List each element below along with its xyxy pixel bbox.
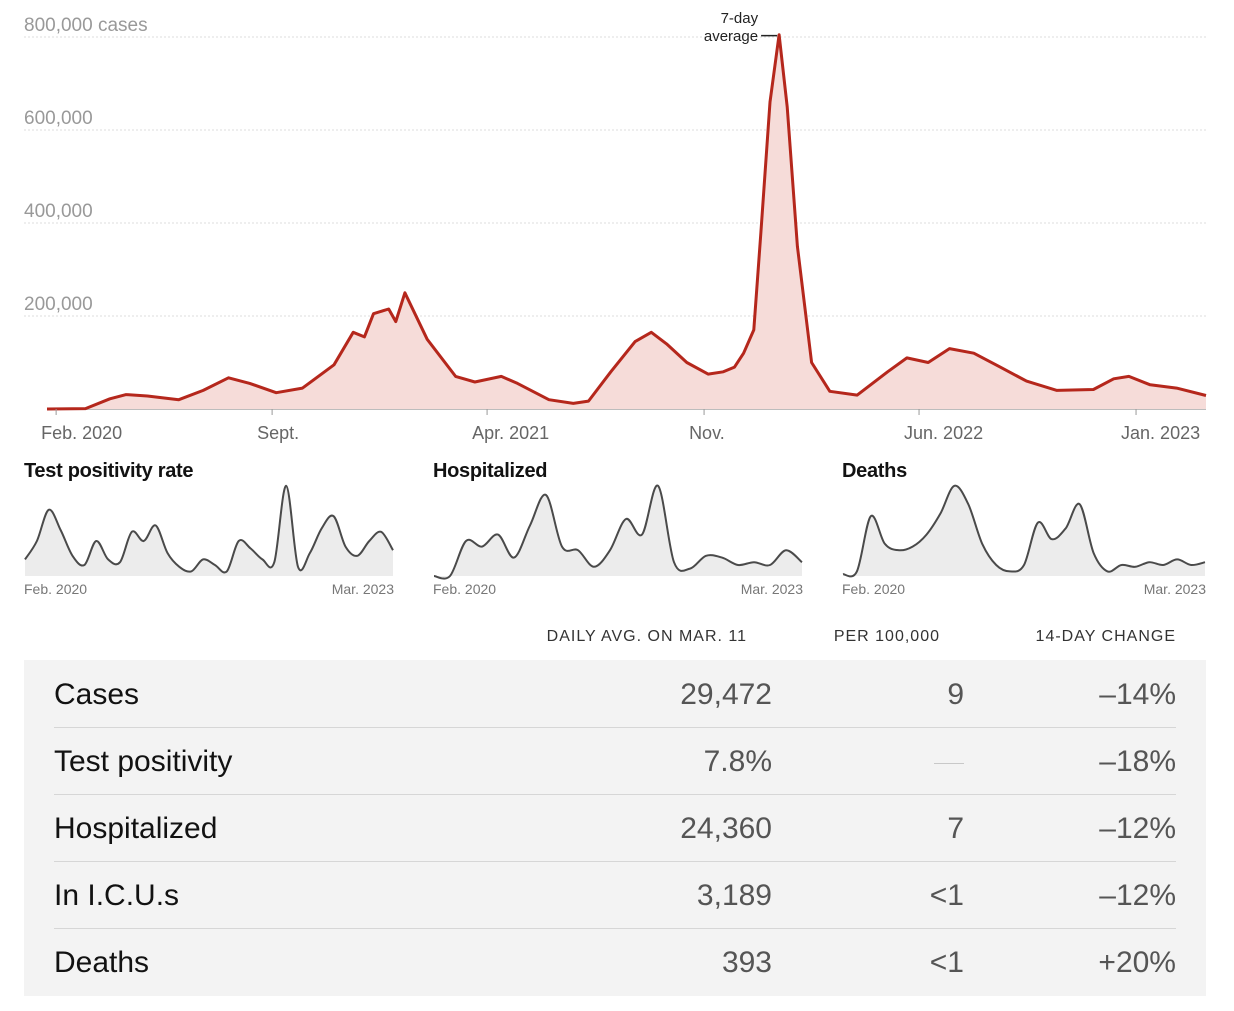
x-tick-label: Feb. 2020 [41,423,122,443]
x-tick-label: Apr. 2021 [472,423,549,443]
per-100k-value: <1 [929,879,964,912]
per-100k-empty-dash [934,745,964,779]
x-tick-label: Sept. [257,423,299,443]
change-value: –18% [1099,745,1176,778]
annotation-label: average [704,28,758,45]
annotation-label: 7-day [721,10,759,27]
change-value: –12% [1099,879,1176,912]
mini-chart-svg [433,484,803,580]
mini-line [24,484,394,574]
mini-chart-title: Hospitalized [433,460,548,482]
change-value: +20% [1098,946,1176,979]
y-tick-label: 800,000 cases [24,15,148,36]
mini-line [842,484,1206,578]
daily-avg-value: 29,472 [680,678,772,711]
mini-x-tick-end: Mar. 2023 [740,581,803,597]
mini-x-tick-end: Mar. 2023 [331,581,394,597]
per-100k-value: <1 [929,946,964,979]
mini-chart-hospitalized: Hospitalized Feb. 2020 Mar. 2023 [433,452,803,602]
row-label: Deaths [54,946,150,979]
row-label: In I.C.U.s [54,879,180,912]
row-label: Test positivity [54,745,233,778]
mini-chart-svg [842,484,1206,578]
per-100k-value: 9 [947,678,964,711]
mini-chart-test-positivity: Test positivity rate Feb. 2020 Mar. 2023 [24,452,394,602]
x-tick-label: Jan. 2023 [1121,423,1200,443]
daily-avg-value: 3,189 [696,879,772,912]
mini-chart-title: Test positivity rate [24,460,194,482]
table-row-deaths: Deaths 393 <1 +20% [54,928,1176,995]
daily-avg-value: 393 [721,946,772,979]
table-row-hospitalized: Hospitalized 24,360 7 –12% [54,794,1176,862]
mini-line [433,484,803,580]
mini-area [25,485,393,576]
stats-table: Cases 29,472 9 –14% Test positivity 7.8%… [24,660,1206,996]
mini-x-tick-end: Mar. 2023 [1143,581,1206,597]
mini-chart-title: Deaths [842,460,907,482]
mini-area [843,485,1205,577]
mini-chart-deaths: Deaths Feb. 2020 Mar. 2023 [842,452,1206,602]
table-row-cases: Cases 29,472 9 –14% [54,660,1176,728]
change-value: –12% [1099,812,1176,845]
column-header-daily-avg: DAILY AVG. ON MAR. 11 [546,628,747,645]
y-tick-label: 600,000 [24,108,93,129]
row-label: Cases [54,678,140,711]
daily-avg-value: 7.8% [703,745,772,778]
mini-x-tick-start: Feb. 2020 [842,581,906,597]
mini-chart-svg [24,484,394,576]
y-tick-label: 200,000 [24,294,93,315]
change-value: –14% [1099,678,1176,711]
table-row-test-positivity: Test positivity 7.8% –18% [54,727,1176,795]
daily-avg-value: 24,360 [680,812,772,845]
cases-chart: 800,000 cases 600,000 400,000 200,000 Feb. 2… [24,10,1207,443]
x-tick-label: Nov. [689,423,725,443]
table-row-icu: In I.C.U.s 3,189 <1 –12% [54,861,1176,929]
column-header-14-day-change: 14-DAY CHANGE [1035,628,1176,645]
x-tick-label: Jun. 2022 [904,423,983,443]
mini-x-tick-start: Feb. 2020 [24,581,88,597]
cases-line [46,33,1207,411]
y-tick-label: 400,000 [24,201,93,222]
column-header-per-100k: PER 100,000 [833,628,940,645]
mini-x-tick-start: Feb. 2020 [433,581,497,597]
row-label: Hospitalized [54,812,218,845]
per-100k-value: 7 [947,812,964,845]
